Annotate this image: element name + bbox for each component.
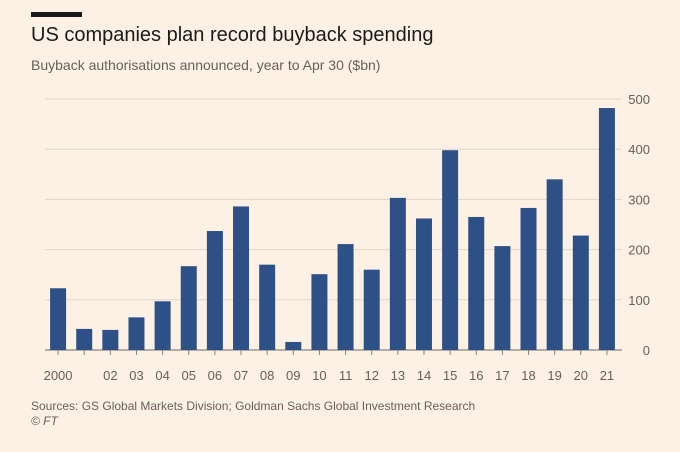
bar-2012 [363,269,380,350]
bar-2007 [233,206,250,350]
x-tick-label: 13 [391,368,405,383]
x-tick-label: 20 [574,368,588,383]
bar-2014 [415,218,432,350]
y-tick-label: 200 [628,243,650,258]
bar-2008 [259,264,276,350]
x-tick-label: 02 [103,368,117,383]
bar-2011 [337,244,354,350]
x-tick-label: 04 [155,368,169,383]
x-tick-label: 15 [443,368,457,383]
bar-2010 [311,274,328,350]
x-tick-label: 16 [469,368,483,383]
bar-2002 [102,329,119,350]
brand-top-bar [31,12,82,17]
bar-2020 [572,235,589,350]
bar-2019 [546,179,563,350]
y-tick-label: 0 [643,343,650,358]
bars [50,108,615,350]
chart-subtitle: Buyback authorisations announced, year t… [31,57,381,73]
x-tick-label: 14 [417,368,431,383]
x-tick-label: 21 [600,368,614,383]
bar-2013 [389,197,406,350]
copyright-note: © FT [31,414,58,428]
bar-2017 [494,246,511,350]
bar-2006 [206,231,223,350]
x-tick-label: 03 [129,368,143,383]
x-tick-label: 10 [312,368,326,383]
bar-2005 [180,266,197,350]
bar-2015 [442,150,459,350]
chart-title: US companies plan record buyback spendin… [31,24,434,46]
x-tick-label: 18 [521,368,535,383]
x-tick-label: 2000 [44,368,73,383]
x-tick-label: 19 [547,368,561,383]
y-tick-label: 300 [628,192,650,207]
y-tick-label: 400 [628,142,650,157]
bar-2003 [128,317,145,350]
bar-2004 [154,301,171,350]
y-tick-label: 500 [628,92,650,107]
bar-2018 [520,207,537,350]
y-axis-ticks: 0 100 200 300 400 500 [628,92,650,358]
bar-2001 [76,328,93,350]
x-tick-label: 11 [339,368,353,383]
x-axis-ticks: 2000 02 03 04 05 06 07 08 09 10 11 12 13 14 15 16 17 18 19… [44,350,614,383]
bar-2000 [50,288,67,350]
x-tick-label: 07 [234,368,248,383]
bar-2021 [598,108,615,350]
x-tick-label: 06 [208,368,222,383]
x-tick-label: 17 [495,368,509,383]
y-tick-label: 100 [628,293,650,308]
bar-2016 [468,216,485,350]
x-tick-label: 05 [182,368,196,383]
x-tick-label: 08 [260,368,274,383]
source-note: Sources: GS Global Markets Division; Gol… [31,399,476,413]
bar-2009 [285,341,302,350]
x-tick-label: 12 [364,368,378,383]
x-tick-label: 09 [286,368,300,383]
